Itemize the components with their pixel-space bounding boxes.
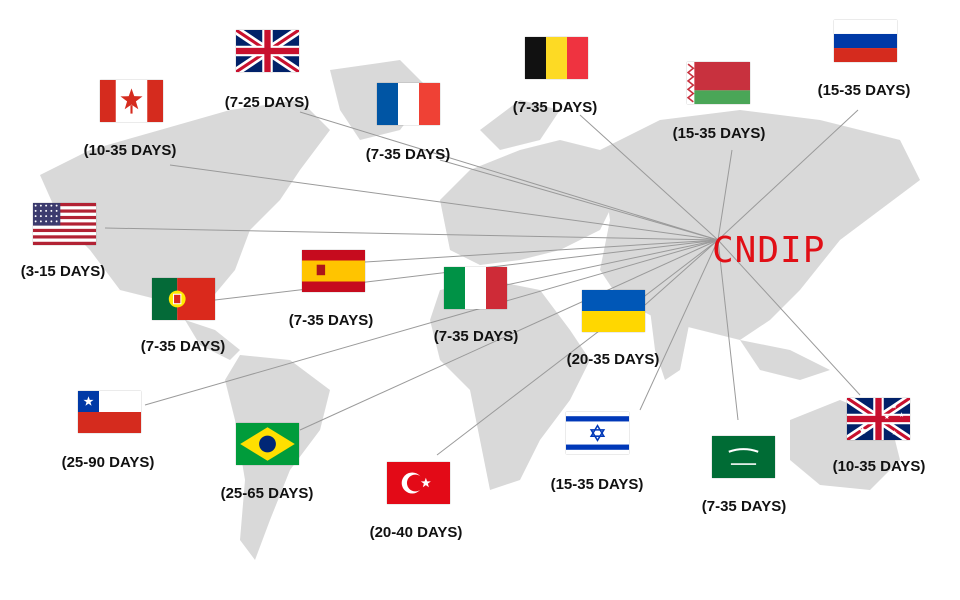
- delivery-time-label: (15-35 DAYS): [817, 82, 911, 99]
- australia-flag-icon: [847, 398, 910, 440]
- brazil-flag-icon: [236, 423, 299, 465]
- delivery-time-label: (10-35 DAYS): [832, 458, 926, 475]
- route-line: [579, 114, 719, 241]
- delivery-time-label: (15-35 DAYS): [672, 125, 766, 142]
- delivery-time-label: (7-35 DAYS): [365, 146, 451, 163]
- portugal-flag-icon: [152, 278, 215, 320]
- delivery-time-label: (15-35 DAYS): [550, 476, 644, 493]
- route-line: [439, 159, 719, 241]
- uk-flag-icon: [236, 30, 299, 72]
- belgium-flag-icon: [525, 37, 588, 79]
- continents: [40, 60, 920, 560]
- route-line: [104, 227, 719, 241]
- route-line: [717, 149, 733, 241]
- chile-flag-icon: [78, 391, 141, 433]
- ukraine-flag-icon: [582, 290, 645, 332]
- route-line: [644, 239, 719, 306]
- saudi-arabia-flag-icon: [712, 436, 775, 478]
- route-line: [364, 239, 719, 263]
- spain-flag-icon: [302, 250, 365, 292]
- delivery-time-label: (25-65 DAYS): [220, 485, 314, 502]
- route-line: [717, 239, 739, 421]
- route-line: [299, 239, 719, 431]
- route-line: [299, 111, 719, 241]
- scandinavia: [480, 100, 560, 150]
- france-flag-icon: [377, 83, 440, 125]
- delivery-time-label: (7-35 DAYS): [701, 498, 787, 515]
- central-america: [185, 320, 240, 360]
- israel-flag-icon: [566, 412, 629, 454]
- turkey-flag-icon: [387, 462, 450, 504]
- canada-flag-icon: [100, 80, 163, 122]
- route-lines: [104, 109, 861, 456]
- route-line: [717, 109, 859, 241]
- route-line: [639, 239, 719, 411]
- delivery-time-label: (25-90 DAYS): [61, 454, 155, 471]
- delivery-time-label: (20-35 DAYS): [566, 351, 660, 368]
- delivery-time-label: (3-15 DAYS): [20, 263, 106, 280]
- southeast-asia: [740, 340, 830, 380]
- africa: [430, 280, 590, 490]
- delivery-time-label: (7-25 DAYS): [224, 94, 310, 111]
- europe: [440, 140, 620, 265]
- delivery-time-label: (20-40 DAYS): [369, 524, 463, 541]
- route-line: [169, 164, 719, 241]
- route-line: [144, 239, 719, 406]
- north-america: [40, 100, 330, 320]
- asia: [600, 110, 920, 340]
- brand-label: CNDIP: [712, 230, 826, 271]
- delivery-time-label: (7-35 DAYS): [433, 328, 519, 345]
- route-line: [505, 239, 719, 286]
- belarus-flag-icon: [687, 62, 750, 104]
- delivery-time-label: (10-35 DAYS): [83, 142, 177, 159]
- usa-flag-icon: [33, 203, 96, 245]
- delivery-time-label: (7-35 DAYS): [288, 312, 374, 329]
- delivery-time-label: (7-35 DAYS): [512, 99, 598, 116]
- italy-flag-icon: [444, 267, 507, 309]
- route-line: [436, 239, 719, 456]
- delivery-time-label: (7-35 DAYS): [140, 338, 226, 355]
- russia-flag-icon: [834, 20, 897, 62]
- route-line: [717, 239, 861, 396]
